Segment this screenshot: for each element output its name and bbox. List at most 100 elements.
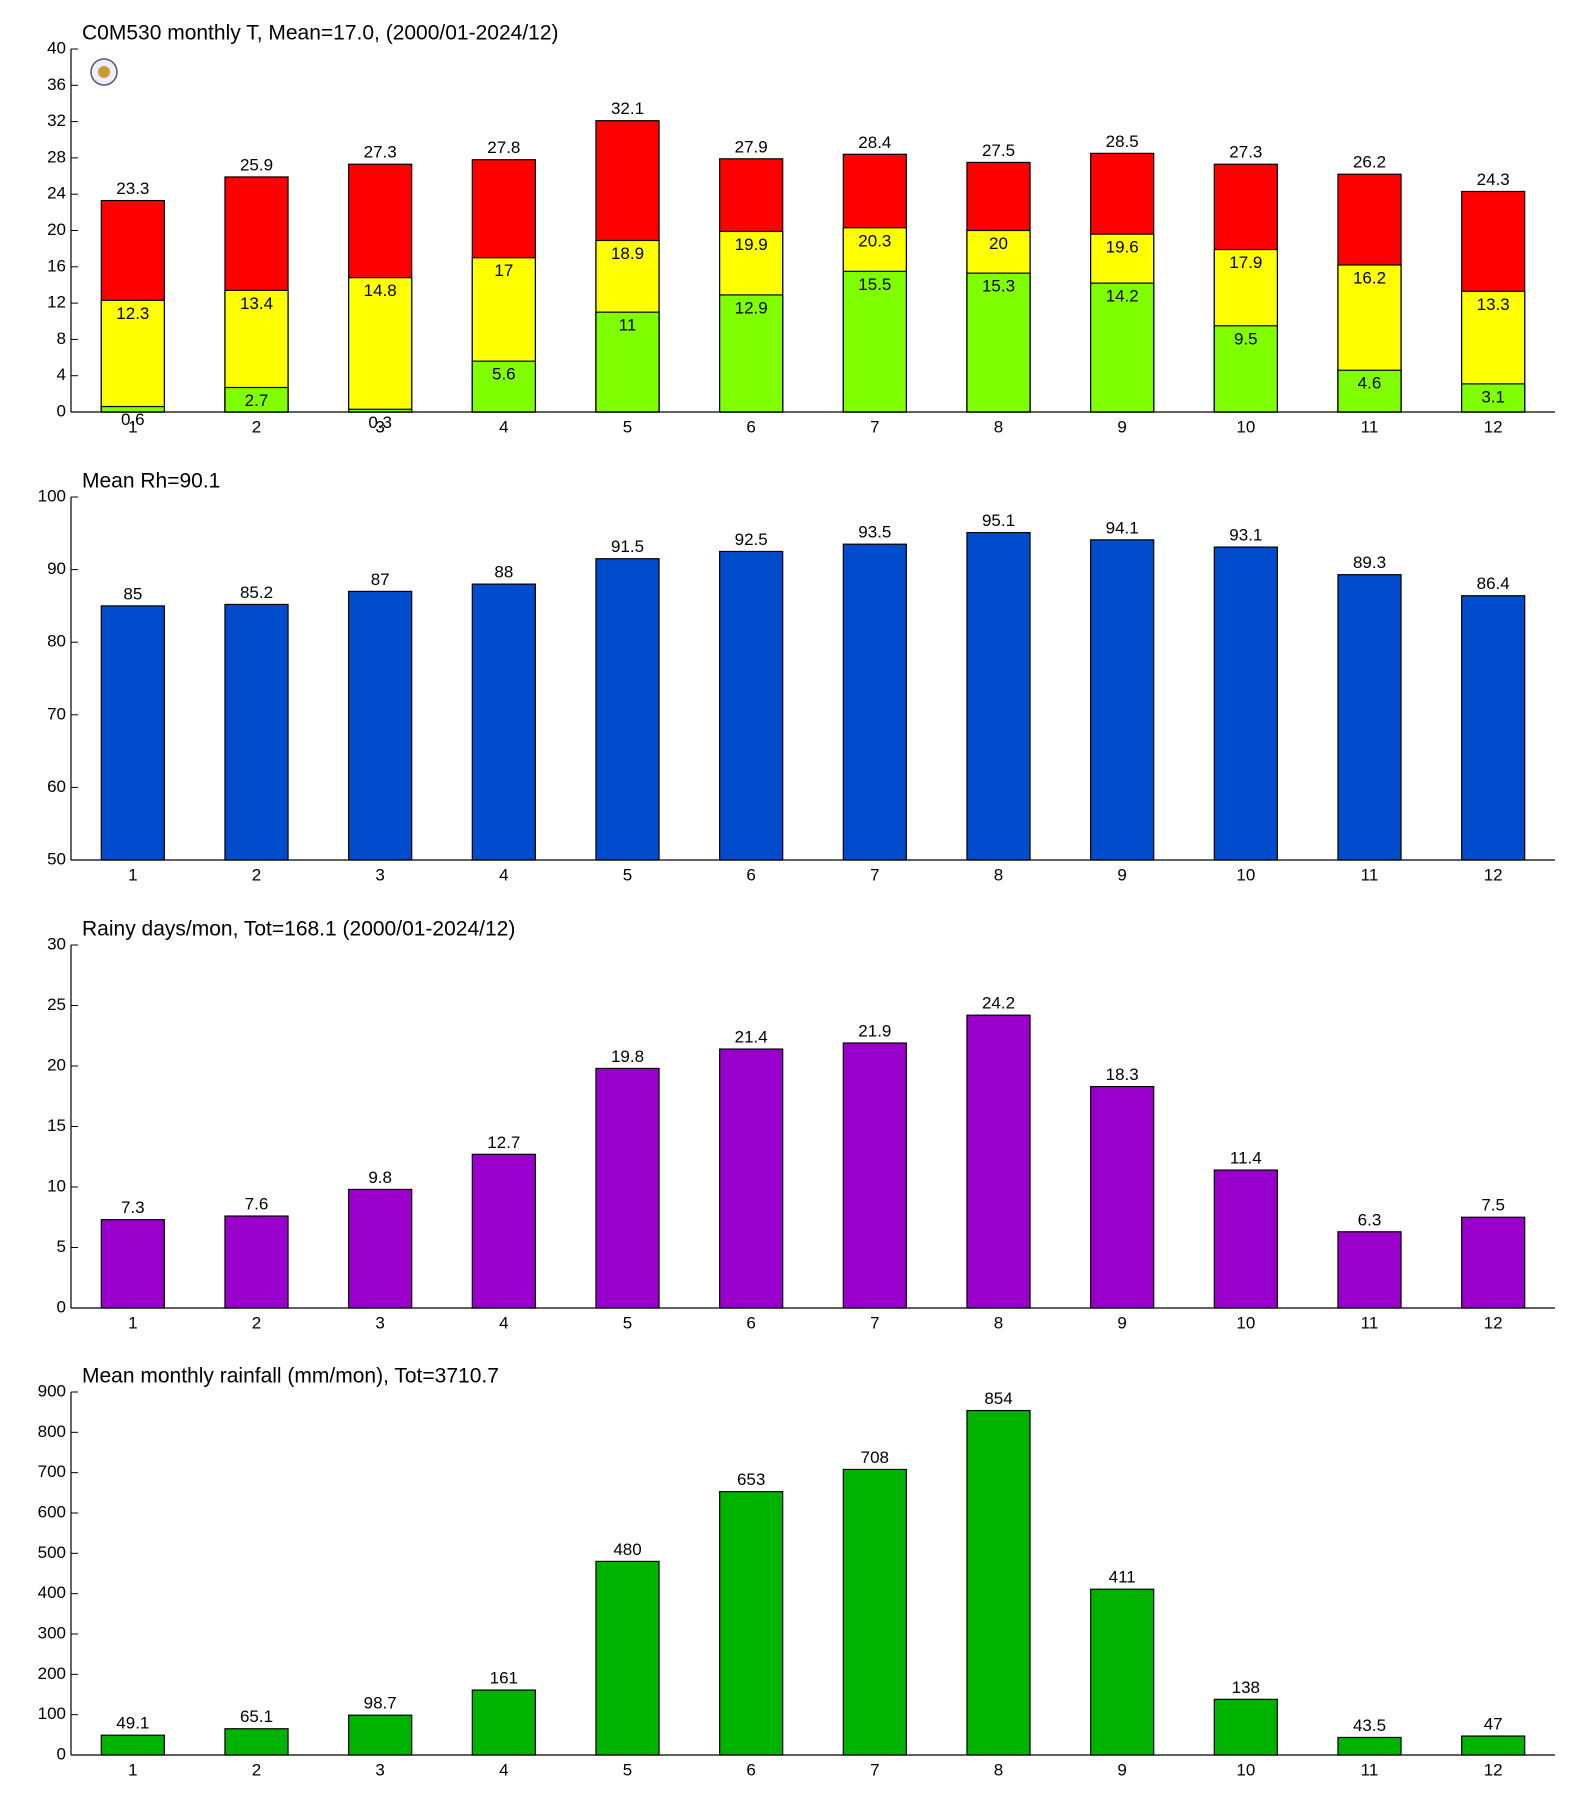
data-label: 14.8 xyxy=(364,281,397,300)
bar xyxy=(1090,282,1155,413)
bar xyxy=(1337,1736,1402,1756)
data-label: 27.5 xyxy=(982,141,1015,160)
data-label: 26.2 xyxy=(1353,153,1386,172)
data-label: 27.8 xyxy=(487,138,520,157)
x-tick-label: 10 xyxy=(1236,417,1255,436)
y-tick-label: 50 xyxy=(47,849,66,868)
x-tick-label: 10 xyxy=(1236,1313,1255,1332)
data-label: 87 xyxy=(371,570,390,589)
y-tick-label: 300 xyxy=(38,1623,66,1642)
bar xyxy=(966,272,1031,413)
y-tick-label: 700 xyxy=(38,1462,66,1481)
bar xyxy=(348,1714,413,1756)
x-tick-label: 11 xyxy=(1361,417,1379,436)
data-label: 19.9 xyxy=(735,235,768,254)
x-tick-label: 3 xyxy=(375,1760,384,1779)
data-label: 411 xyxy=(1109,1568,1136,1587)
data-label: 13.4 xyxy=(240,294,273,313)
data-label: 28.5 xyxy=(1106,132,1139,151)
x-tick-label: 12 xyxy=(1484,865,1503,884)
data-label: 89.3 xyxy=(1353,553,1386,572)
data-label: 28.4 xyxy=(858,133,891,152)
data-label: 43.5 xyxy=(1353,1716,1386,1735)
y-tick-label: 60 xyxy=(47,777,66,796)
x-tick-label: 5 xyxy=(623,865,632,884)
data-label: 138 xyxy=(1232,1678,1260,1697)
bar xyxy=(1461,1216,1526,1309)
x-tick-label: 9 xyxy=(1117,1313,1126,1332)
bar xyxy=(719,294,784,413)
y-tick-label: 0 xyxy=(57,401,66,420)
data-label: 27.3 xyxy=(364,143,397,162)
data-label: 17.9 xyxy=(1229,253,1262,272)
data-label: 16.2 xyxy=(1353,268,1386,287)
y-tick-label: 400 xyxy=(38,1583,66,1602)
x-tick-label: 6 xyxy=(746,1313,755,1332)
x-tick-label: 2 xyxy=(252,417,261,436)
y-tick-label: 12 xyxy=(47,293,66,312)
data-label: 91.5 xyxy=(611,537,644,556)
bar xyxy=(966,531,1031,861)
data-label: 27.3 xyxy=(1229,143,1262,162)
data-label: 20 xyxy=(989,234,1008,253)
chart-title: Mean Rh=90.1 xyxy=(82,470,220,493)
x-tick-label: 7 xyxy=(870,1313,879,1332)
chart-panel: C0M530 monthly T, Mean=17.0, (2000/01-20… xyxy=(47,22,1555,436)
x-tick-label: 2 xyxy=(252,865,261,884)
bar xyxy=(1090,1588,1155,1756)
data-label: 6.3 xyxy=(1358,1210,1382,1229)
chart-panel: Rainy days/mon, Tot=168.1 (2000/01-2024/… xyxy=(47,918,1555,1332)
bar xyxy=(842,1468,907,1756)
bar xyxy=(1090,1085,1155,1309)
y-tick-label: 20 xyxy=(47,220,66,239)
x-tick-label: 3 xyxy=(375,865,384,884)
y-tick-label: 70 xyxy=(47,704,66,723)
x-tick-label: 10 xyxy=(1236,1760,1255,1779)
data-label: 92.5 xyxy=(735,530,768,549)
data-label: 13.3 xyxy=(1477,295,1510,314)
x-tick-label: 9 xyxy=(1117,865,1126,884)
data-label: 653 xyxy=(737,1470,765,1489)
data-label: 18.3 xyxy=(1106,1065,1139,1084)
data-label: 854 xyxy=(984,1389,1012,1408)
data-label: 19.6 xyxy=(1106,238,1139,257)
x-tick-label: 3 xyxy=(375,417,384,436)
x-tick-label: 9 xyxy=(1117,1760,1126,1779)
y-tick-label: 40 xyxy=(47,38,66,57)
bar xyxy=(1213,1698,1278,1756)
bar xyxy=(842,1042,907,1309)
x-tick-label: 4 xyxy=(499,865,508,884)
data-label: 9.8 xyxy=(368,1168,392,1187)
x-tick-label: 5 xyxy=(623,1760,632,1779)
data-label: 14.2 xyxy=(1106,287,1139,306)
y-tick-label: 32 xyxy=(47,111,66,130)
data-label: 480 xyxy=(613,1540,641,1559)
data-label: 47 xyxy=(1484,1715,1503,1734)
bar xyxy=(719,1048,784,1309)
data-label: 15.5 xyxy=(858,275,891,294)
data-label: 0.3 xyxy=(368,413,392,432)
y-tick-label: 8 xyxy=(57,329,66,348)
data-label: 12.7 xyxy=(487,1133,520,1152)
bar xyxy=(719,1491,784,1756)
data-label: 7.6 xyxy=(245,1195,269,1214)
data-label: 93.5 xyxy=(858,523,891,542)
y-tick-label: 0 xyxy=(57,1744,66,1763)
data-label: 20.3 xyxy=(858,231,891,250)
bar xyxy=(1461,1735,1526,1756)
data-label: 21.9 xyxy=(858,1021,891,1040)
bar xyxy=(719,550,784,861)
data-label: 86.4 xyxy=(1477,574,1510,593)
data-label: 32.1 xyxy=(611,99,644,118)
x-tick-label: 12 xyxy=(1484,1313,1503,1332)
data-label: 12.9 xyxy=(735,298,768,317)
y-tick-label: 200 xyxy=(38,1664,66,1683)
data-label: 24.2 xyxy=(982,994,1015,1013)
data-label: 15.3 xyxy=(982,277,1015,296)
bar xyxy=(966,1014,1031,1309)
data-label: 17 xyxy=(494,261,513,280)
bar xyxy=(1337,574,1402,861)
x-tick-label: 6 xyxy=(746,865,755,884)
